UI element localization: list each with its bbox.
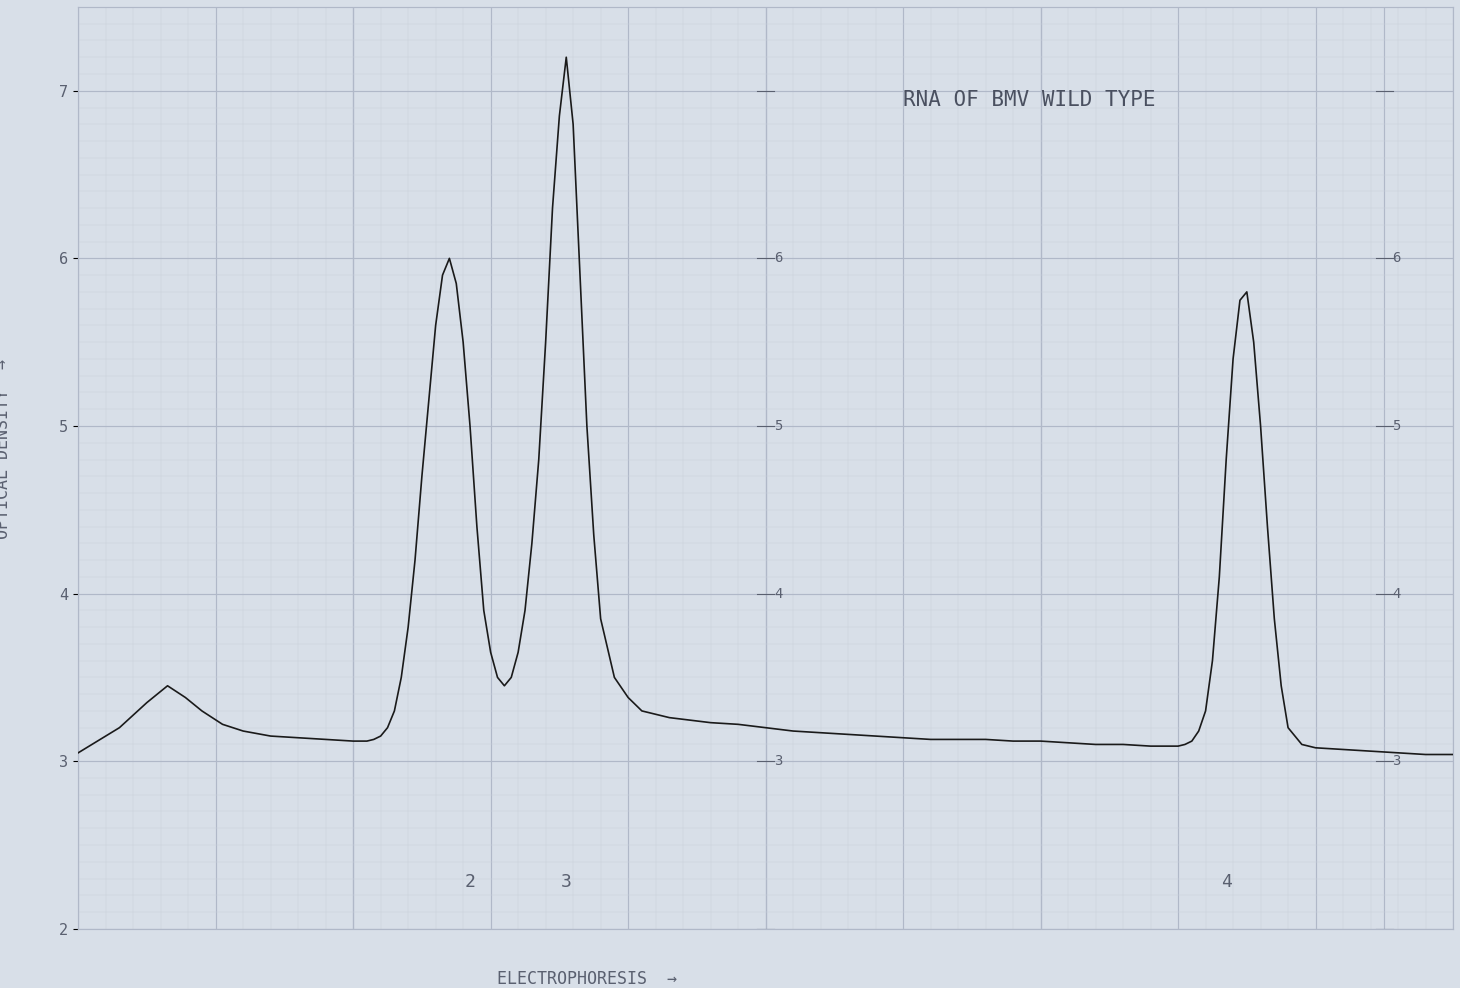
Text: RNA OF BMV WILD TYPE: RNA OF BMV WILD TYPE — [904, 90, 1156, 110]
Text: 5: 5 — [1393, 419, 1402, 433]
Text: 3: 3 — [1393, 754, 1402, 769]
Text: 4: 4 — [774, 587, 783, 601]
Text: 4: 4 — [1221, 872, 1232, 891]
Text: 3: 3 — [774, 754, 783, 769]
Text: ELECTROPHORESIS  →: ELECTROPHORESIS → — [496, 970, 677, 988]
Text: 4: 4 — [1393, 587, 1402, 601]
Text: 6: 6 — [1393, 251, 1402, 266]
Text: 3: 3 — [561, 872, 572, 891]
Text: 5: 5 — [774, 419, 783, 433]
Text: 2: 2 — [464, 872, 476, 891]
Text: OPTICAL DENSITY  →: OPTICAL DENSITY → — [0, 360, 12, 539]
Text: 6: 6 — [774, 251, 783, 266]
